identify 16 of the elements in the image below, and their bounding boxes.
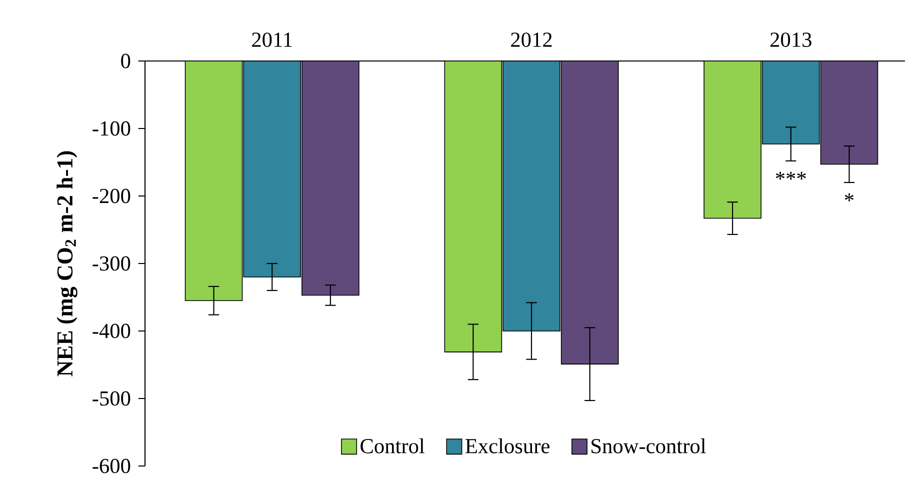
x-tick-label: 2013 [770,32,812,47]
y-axis-title: NEE (mg CO$_{2}$ m-2 h-1) [56,151,78,376]
y-tick-label: 0 [121,54,130,68]
legend-label: Exclosure [465,438,550,454]
y-tick-label: -200 [92,188,130,204]
x-tick-label: 2011 [252,32,292,47]
annotation: *** [776,172,806,180]
legend-label: Snow-control [592,438,706,454]
y-tick-label: -400 [92,324,130,338]
y-tick-label: -100 [92,121,130,136]
annotation: * [844,193,854,202]
legend-label: Control [360,438,424,454]
x-tick-label: 2012 [511,32,552,47]
y-tick-label: -600 [92,458,130,474]
y-tick-label: -500 [92,391,130,406]
y-tick-label: -300 [92,256,130,271]
